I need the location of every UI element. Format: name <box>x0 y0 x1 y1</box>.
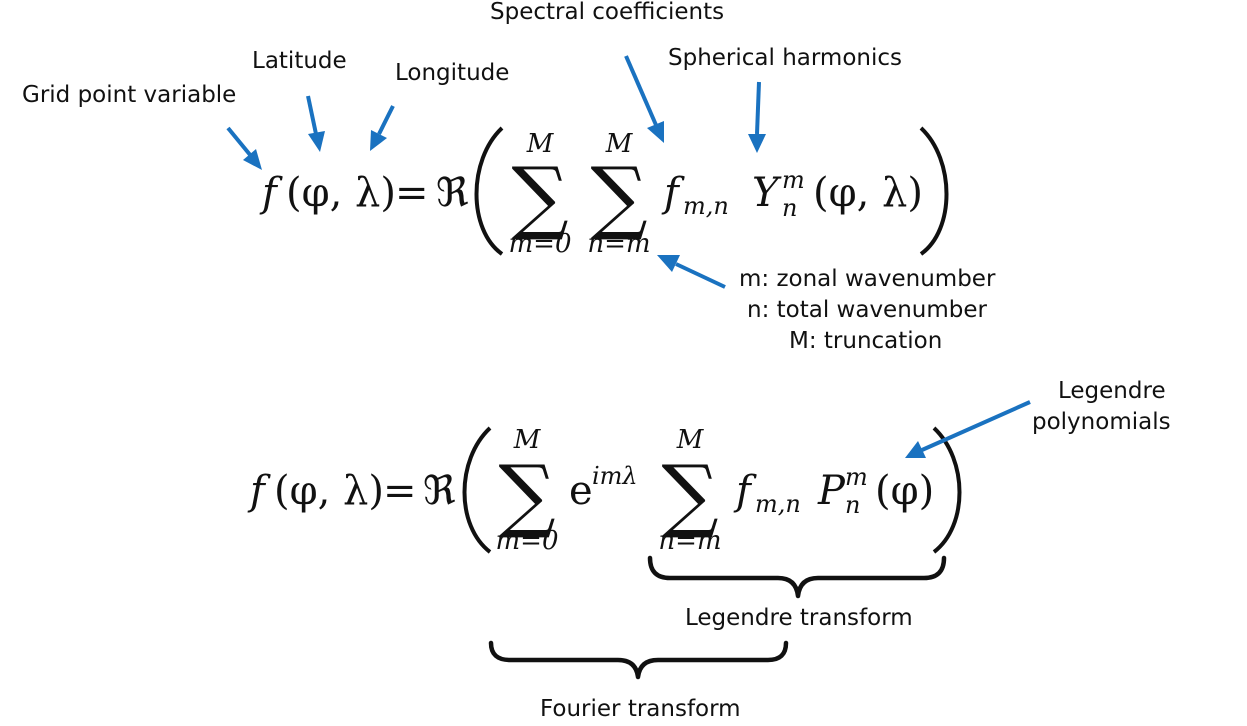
eq1-sum2-sigma: ∑ <box>590 150 647 243</box>
eq2-coef: f <box>733 468 757 514</box>
arrow-spherical-harmonics <box>748 81 766 153</box>
label-spectral-coefficients: Spectral coefficients <box>490 0 725 25</box>
arrow-wavenumbers <box>657 255 726 289</box>
label-latitude: Latitude <box>252 48 347 74</box>
eq1-lhs-args: (φ, λ) <box>286 170 396 216</box>
eq2-sum2-upper: M <box>676 425 705 455</box>
eq1-left-paren <box>474 126 504 256</box>
eq2-sum1-lower: m=0 <box>496 526 559 556</box>
arrow-grid-point-variable <box>226 126 262 170</box>
brace-fourier-transform <box>488 640 789 680</box>
eq1-sum2-lower: n=m <box>587 229 650 259</box>
label-legendre-polynomials-line1: Legendre <box>1058 378 1166 404</box>
eq1-coef-sub: m,n <box>683 192 729 220</box>
eq2-exp-power: imλ <box>592 462 638 490</box>
eq1-harmonic: Y <box>752 170 782 216</box>
equation-2: f (φ, λ) = ℜ M ∑ m=0 e imλ M ∑ n=m f m,n… <box>247 425 962 556</box>
label-legendre-polynomials-line2: polynomials <box>1032 409 1171 435</box>
label-fourier-transform: Fourier transform <box>540 696 741 722</box>
eq1-coef: f <box>661 170 685 216</box>
eq1-sum1-sigma: ∑ <box>511 150 568 243</box>
label-longitude: Longitude <box>395 60 510 86</box>
eq2-poly-sup: m <box>845 463 868 491</box>
eq1-sum2-upper: M <box>605 129 634 159</box>
eq2-real-part: ℜ <box>423 468 456 514</box>
eq1-right-paren <box>919 126 949 256</box>
label-grid-point-variable: Grid point variable <box>22 82 237 108</box>
eq1-lhs-f: f <box>259 170 283 216</box>
eq2-lhs-args: (φ, λ) <box>274 468 384 514</box>
eq2-poly: P <box>817 468 846 514</box>
eq1-harmonic-args: (φ, λ) <box>813 170 923 216</box>
eq1-real-part: ℜ <box>436 170 469 216</box>
eq2-coef-sub: m,n <box>755 490 801 518</box>
eq2-lhs-f: f <box>247 468 271 514</box>
eq2-sum2-lower: n=m <box>658 526 721 556</box>
label-n-total-wavenumber: n: total wavenumber <box>747 297 987 323</box>
eq1-harmonic-sub: n <box>782 194 797 222</box>
equation-1: f (φ, λ) = ℜ M ∑ m=0 M ∑ n=m f m,n Y m n… <box>259 126 949 259</box>
label-m-zonal-wavenumber: m: zonal wavenumber <box>739 266 996 292</box>
eq1-sum1-lower: m=0 <box>509 229 572 259</box>
eq2-right-paren <box>932 426 962 554</box>
eq2-poly-args: (φ) <box>875 468 934 514</box>
eq2-equals: = <box>383 468 417 514</box>
arrow-legendre-polynomials <box>905 400 1031 458</box>
eq2-sum2-sigma: ∑ <box>661 448 718 541</box>
eq2-left-paren <box>462 426 492 554</box>
label-legendre-transform: Legendre transform <box>685 605 913 631</box>
brace-legendre-transform <box>647 555 947 599</box>
eq1-equals: = <box>395 170 429 216</box>
arrow-longitude <box>370 105 395 151</box>
eq1-harmonic-sup: m <box>782 166 805 194</box>
eq2-exp-base: e <box>569 468 593 514</box>
eq1-sum1-upper: M <box>526 129 555 159</box>
eq2-sum1-sigma: ∑ <box>498 448 555 541</box>
arrow-spectral-coefficients <box>624 55 664 143</box>
label-spherical-harmonics: Spherical harmonics <box>668 45 903 71</box>
eq2-poly-sub: n <box>845 491 860 519</box>
eq2-sum1-upper: M <box>513 425 542 455</box>
label-M-truncation: M: truncation <box>789 328 943 354</box>
arrow-latitude <box>306 95 325 152</box>
